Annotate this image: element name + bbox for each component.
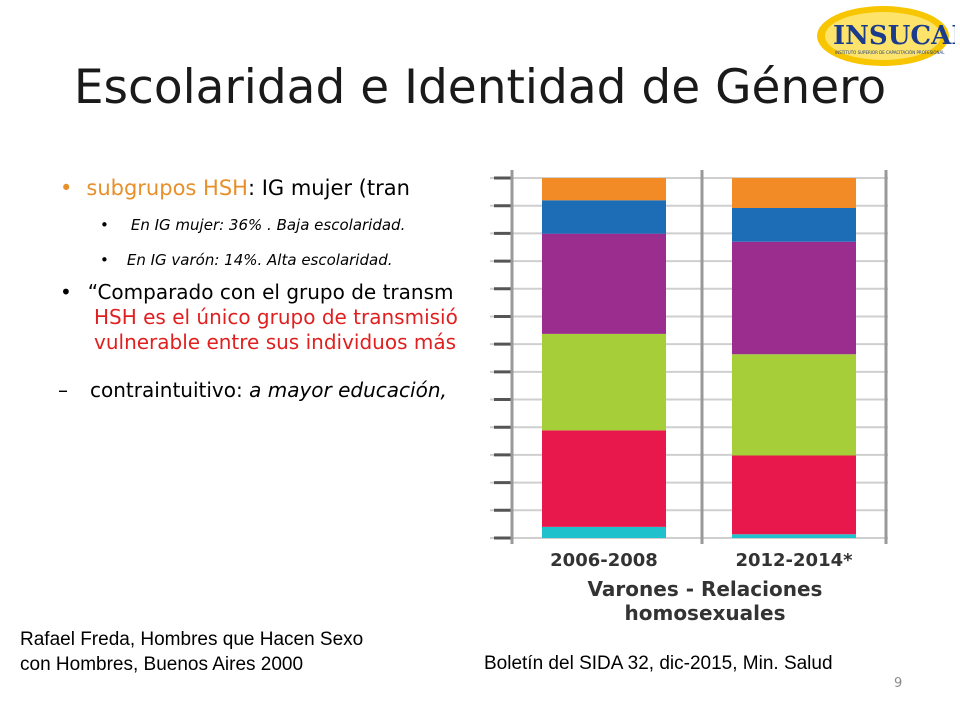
dash-marker: – (58, 378, 68, 402)
bar-segment (732, 354, 856, 456)
bullet-dot: • (60, 176, 73, 200)
logo-text: INSUCAP (833, 21, 955, 51)
bar-segment (732, 241, 856, 355)
citation-freda-line2: con Hombres, Buenos Aires 2000 (20, 653, 304, 675)
bar-segment (542, 178, 666, 201)
chart-caption-line1: Varones - Relaciones (588, 577, 823, 601)
bar-segment (732, 534, 856, 538)
bar-segment (542, 333, 666, 431)
bar-segment (732, 178, 856, 208)
comparison-line1: “Comparado con el grupo de transm (87, 280, 454, 304)
slide-title: Escolaridad e Identidad de Género (73, 60, 887, 115)
page-number: 9 (894, 676, 903, 691)
subgroups-text: : IG mujer (tran (247, 176, 410, 200)
bullet-ig-varon: • En IG varón: 14%. Alta escolaridad. (100, 251, 392, 269)
category-label: 2012-2014* (735, 550, 853, 571)
stacked-bar-chart: 2006-2008 2012-2014* Varones - Relacionesh… (490, 160, 890, 630)
bar-segment (542, 200, 666, 234)
comparison-line2: HSH es el único grupo de transmisió (94, 305, 458, 329)
bullet-subgroups: • subgrupos HSH: IG mujer (tran (60, 176, 410, 200)
bullet-comparison: • “Comparado con el grupo de transm HSH e… (60, 280, 458, 355)
bullet-dot: • (60, 280, 72, 304)
counterintuitive-italic: a mayor educación, (249, 378, 447, 402)
citation-freda-line1: Rafael Freda, Hombres que Hacen Sexo (20, 629, 364, 650)
citation-freda: Rafael Freda, Hombres que Hacen Sexo con… (20, 628, 363, 677)
comparison-line3: vulnerable entre sus individuos más (94, 330, 457, 354)
bullet-counterintuitive: – contraintuitivo: a mayor educación, (58, 378, 447, 402)
citation-boletin: Boletín del SIDA 32, dic-2015, Min. Salu… (484, 653, 833, 674)
bullet-dot: • (100, 216, 109, 234)
bar-segment (732, 208, 856, 242)
bullet-dot: • (100, 251, 109, 269)
insucap-logo: INSUCAP INSTITUTO SUPERIOR DE CAPACITACI… (817, 6, 955, 66)
bar-segment (732, 455, 856, 535)
subgroups-highlight: subgrupos HSH (86, 176, 248, 200)
bar-segment (542, 233, 666, 334)
logo-subtitle: INSTITUTO SUPERIOR DE CAPACITACIÓN PROFE… (835, 50, 945, 55)
ig-mujer-text: En IG mujer: 36% . Baja escolaridad. (130, 216, 406, 234)
ig-varon-text: En IG varón: 14%. Alta escolaridad. (126, 251, 393, 269)
counterintuitive-text: contraintuitivo: (90, 378, 250, 402)
category-label: 2006-2008 (550, 550, 658, 571)
bar-segment (542, 430, 666, 527)
chart-caption-line2: homosexuales (625, 601, 786, 625)
bullet-ig-mujer: • En IG mujer: 36% . Baja escolaridad. (100, 216, 405, 234)
bar-segment (542, 526, 666, 538)
